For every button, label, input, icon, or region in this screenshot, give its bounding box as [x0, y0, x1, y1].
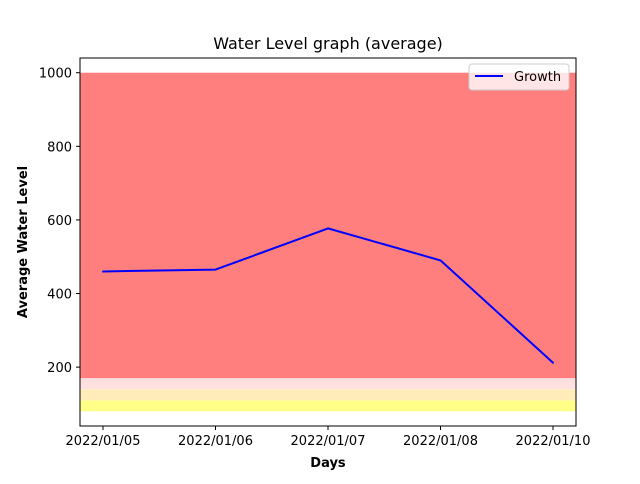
legend-label-growth: Growth	[514, 70, 561, 85]
legend: Growth	[468, 63, 570, 91]
chart-title: Water Level graph (average)	[213, 34, 443, 53]
x-tick-label: 2022/01/10	[516, 434, 591, 449]
y-axis-title: Average Water Level	[16, 166, 31, 318]
data-point-3	[439, 259, 442, 262]
series-layer	[102, 227, 554, 364]
y-tick-label: 600	[47, 214, 72, 229]
x-axis-title: Days	[310, 456, 346, 471]
bands-layer	[80, 72, 576, 412]
x-tick-label: 2022/01/05	[66, 434, 141, 449]
data-point-2	[327, 227, 329, 230]
y-tick-label: 1000	[39, 67, 72, 82]
y-tick-label: 400	[47, 288, 72, 303]
y-axis: 200 400 600 800 1000	[39, 67, 80, 376]
x-tick-label: 2022/01/06	[178, 434, 253, 449]
level-band-0	[80, 400, 576, 412]
data-point-0	[102, 270, 104, 273]
x-axis: 2022/01/05 2022/01/06 2022/01/07 2022/01/08…	[66, 426, 591, 449]
level-band-3	[80, 72, 576, 379]
y-tick-label: 200	[47, 361, 72, 376]
level-band-2	[80, 378, 576, 390]
data-point-4	[552, 361, 554, 364]
x-tick-label: 2022/01/07	[291, 434, 366, 449]
legend-box	[468, 63, 570, 91]
y-tick-label: 800	[47, 140, 72, 155]
level-band-1	[80, 389, 576, 401]
x-tick-label: 2022/01/08	[403, 434, 478, 449]
data-point-1	[214, 268, 217, 271]
